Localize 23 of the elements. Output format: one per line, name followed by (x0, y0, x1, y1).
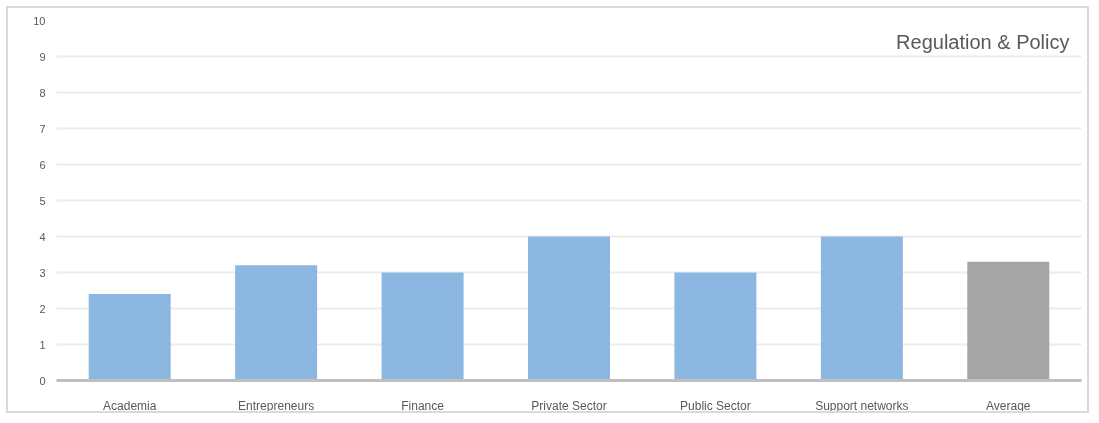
x-tick-label: Academia (103, 398, 157, 413)
x-tick-label: Public Sector (680, 398, 751, 413)
y-tick-label: 10 (33, 14, 46, 27)
bar (820, 236, 903, 381)
bar (528, 236, 610, 381)
y-tick-label: 5 (39, 194, 46, 207)
bar (88, 294, 171, 381)
bar (674, 272, 757, 381)
bar (967, 261, 1050, 381)
y-tick-label: 3 (39, 266, 46, 279)
y-tick-label: 1 (39, 338, 46, 351)
y-tick-label: 0 (39, 374, 46, 387)
bar (381, 272, 464, 381)
text: Regulation & Policy (896, 30, 1070, 53)
y-tick-label: 4 (39, 230, 46, 243)
bar (235, 265, 318, 381)
y-tick-label: 2 (39, 302, 46, 315)
x-tick-label: Private Sector (531, 398, 607, 413)
y-tick-label: 6 (39, 158, 46, 171)
y-tick-label: 7 (39, 122, 46, 135)
y-tick-label: 8 (39, 86, 46, 99)
y-tick-label: 9 (39, 50, 46, 63)
x-tick-label: Finance (401, 398, 445, 413)
